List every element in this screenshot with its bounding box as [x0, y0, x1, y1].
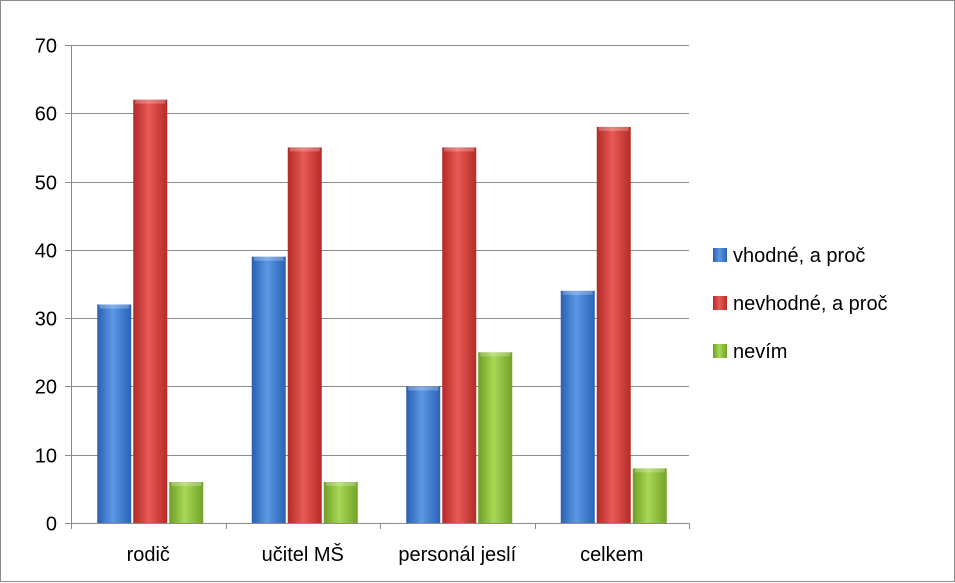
- bar-highlight: [634, 468, 665, 473]
- y-tick-label: 30: [35, 309, 57, 331]
- bar-highlight: [325, 482, 356, 487]
- legend-label: vhodné, a proč: [733, 245, 865, 267]
- y-tick-label: 70: [35, 36, 57, 58]
- bar-nevhodn-a-pro--2: [442, 147, 477, 523]
- bars: [97, 99, 667, 523]
- bar-highlight: [171, 482, 202, 487]
- bar-highlight: [135, 99, 166, 104]
- x-tick-label: rodič: [127, 544, 170, 566]
- legend-swatch: [713, 296, 727, 310]
- bar-vhodn-a-pro--0: [97, 304, 132, 523]
- legend: vhodné, a proč nevhodné, a proč nevím: [713, 245, 888, 363]
- bar-nev-m-0: [169, 482, 204, 523]
- y-tick-label: 60: [35, 104, 57, 126]
- bar-nev-m-1: [323, 482, 358, 523]
- bar-vhodn-a-pro--1: [251, 256, 286, 523]
- bar-vhodn-a-pro--3: [560, 290, 595, 523]
- bar-vhodn-a-pro--2: [406, 386, 441, 523]
- y-tick-label: 50: [35, 173, 57, 195]
- legend-label: nevhodné, a proč: [733, 293, 888, 315]
- legend-label: nevím: [733, 341, 787, 363]
- bar-nev-m-2: [478, 352, 513, 523]
- y-tick-label: 10: [35, 446, 57, 468]
- bar-nev-m-3: [632, 468, 667, 523]
- axes: [65, 45, 690, 529]
- bar-highlight: [408, 386, 439, 391]
- x-tick-label: učitel MŠ: [262, 543, 344, 566]
- bar-highlight: [99, 304, 130, 309]
- legend-swatch: [713, 248, 727, 262]
- bar-nevhodn-a-pro--1: [287, 147, 322, 523]
- bar-highlight: [598, 126, 629, 131]
- x-tick-label: celkem: [580, 544, 643, 566]
- bar-highlight: [562, 290, 593, 295]
- tick-labels: 0 10 20 30 40 50 60 70 rodič učitel MŠ personál je…: [35, 36, 644, 567]
- y-tick-label: 0: [46, 514, 57, 536]
- y-tick-label: 40: [35, 241, 57, 263]
- bar-nevhodn-a-pro--3: [596, 126, 631, 523]
- x-tick-label: personál jeslí: [398, 544, 516, 566]
- bar-nevhodn-a-pro--0: [133, 99, 168, 523]
- legend-swatch: [713, 344, 727, 358]
- bar-highlight: [253, 256, 284, 261]
- bar-highlight: [480, 352, 511, 357]
- bar-highlight: [289, 147, 320, 152]
- gridlines: [71, 45, 689, 456]
- y-tick-label: 20: [35, 377, 57, 399]
- bar-highlight: [444, 147, 475, 152]
